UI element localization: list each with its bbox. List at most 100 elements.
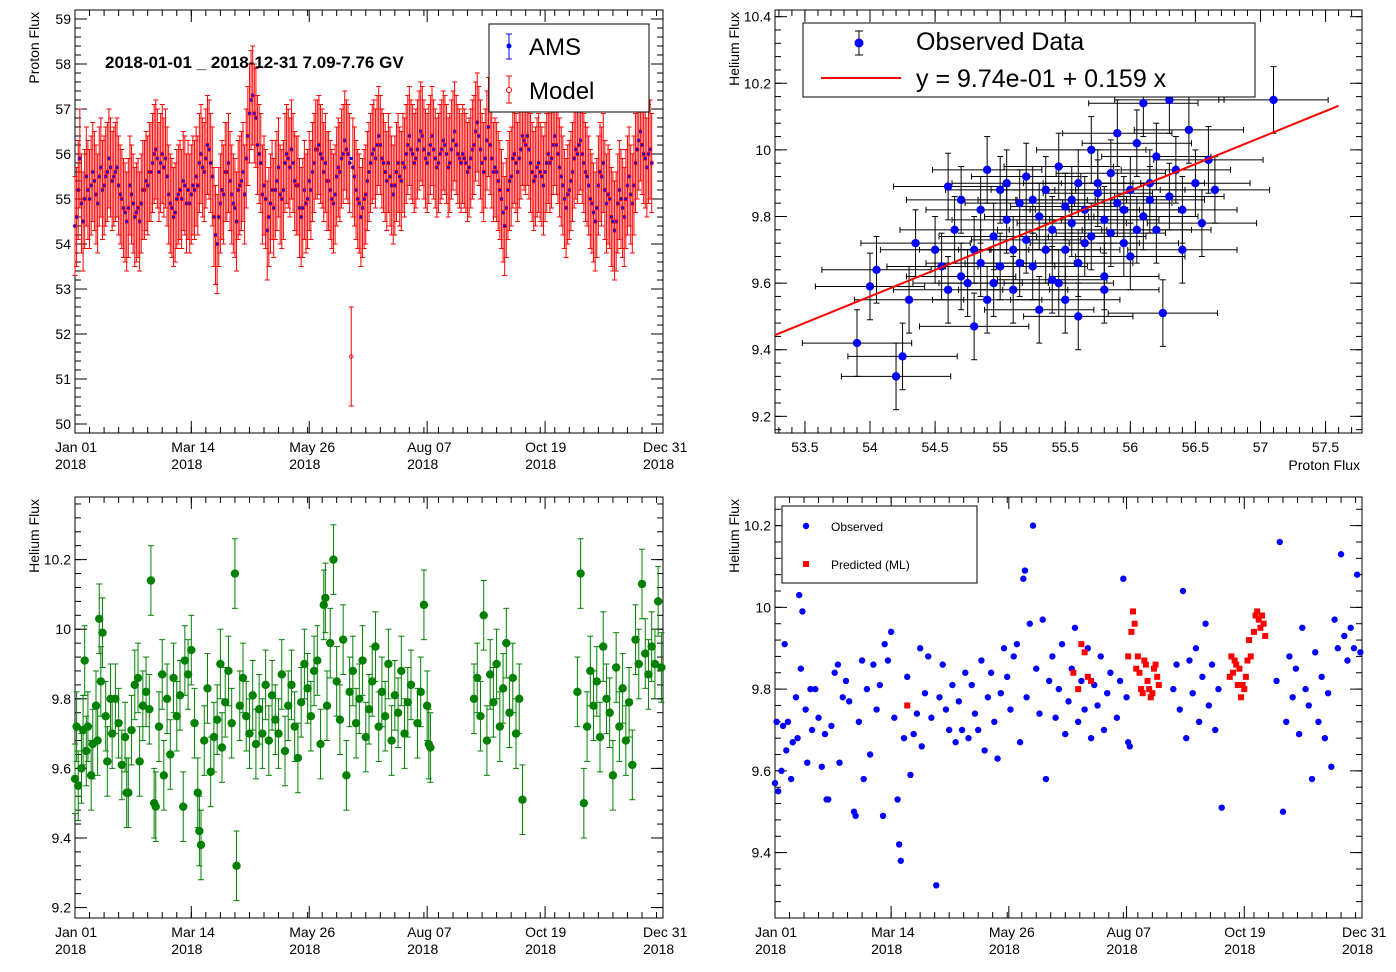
helium-point [169,673,178,683]
x-tick-year: 2018 [171,456,202,472]
model-point [465,169,470,175]
model-point [273,187,278,193]
observed-point [794,734,801,742]
legend: AMS Model [488,23,650,113]
observed-point [1013,640,1021,648]
model-point [151,151,157,157]
predicted-point [1229,669,1236,676]
ams-point [485,138,489,143]
model-point [349,354,354,359]
ams-point [123,210,127,215]
plot-frame [774,9,1363,434]
model-point [638,129,643,134]
model-point [617,187,622,193]
helium-point [277,670,286,679]
observed-point [836,759,843,766]
helium-point [242,711,251,721]
helium-point [502,638,511,648]
ams-point [188,201,192,206]
model-point [268,201,273,206]
observed-point [831,669,838,676]
ams-point [251,93,255,98]
model-point [604,201,609,206]
observed-point [1344,657,1351,664]
ams-point [420,134,424,138]
ams-point [150,161,155,165]
model-point [332,192,338,197]
observed-point [928,714,935,721]
x-tick-label: 56 [1123,439,1139,455]
helium-point [589,701,598,710]
predicted-point [1246,637,1253,644]
ams-point [373,156,378,161]
model-point [129,192,134,197]
ams-point [612,228,617,233]
ams-point [617,188,621,192]
helium-point [154,722,164,731]
observed-point [1126,252,1135,261]
ams-point [133,215,137,219]
ams-point [583,170,588,174]
helium-point [422,701,432,710]
observed-point [984,694,992,701]
ams-point [645,165,649,170]
observed-point [870,661,877,668]
x-tick-label: 55.5 [1052,439,1079,455]
model-point [395,160,401,166]
ams-point [475,120,479,125]
observed-point [910,730,917,738]
model-point [197,160,202,166]
model-point [421,147,427,152]
ams-point [367,170,371,174]
model-point [169,205,175,211]
model-point [347,160,352,166]
ams-point [546,152,550,156]
ams-point [554,143,558,147]
observed-point [898,352,907,361]
model-point [397,174,402,179]
predicted-point [1231,657,1238,664]
observed-point [1178,205,1187,215]
model-point [132,214,137,220]
ams-point [524,143,528,147]
observed-point [1097,653,1104,660]
ams-point [278,192,282,197]
model-point [366,169,372,175]
y-tick-label: 9.4 [752,845,772,861]
ams-point [427,152,431,156]
model-point [179,196,184,202]
ams-point [564,206,568,210]
model-point [116,183,121,188]
observed-point [1126,743,1133,750]
ams-point [591,210,596,215]
model-point [475,120,480,125]
ams-point [381,161,386,165]
observed-point [1165,192,1174,201]
model-point [210,174,215,179]
observed-point [1176,706,1183,713]
model-point [148,169,154,175]
model-point [126,205,131,211]
model-point [463,160,469,166]
ams-point [128,183,132,188]
helium-point [300,659,309,669]
model-point [479,160,485,166]
helium-point [258,729,267,738]
y-tick-label: 9.6 [752,275,772,291]
ams-point [461,152,465,156]
model-point [307,178,312,184]
y-tick-label: 10 [55,621,71,637]
ams-point [402,165,407,170]
helium-point [511,729,521,738]
helium-point [390,691,400,700]
ams-point [236,188,240,192]
observed-point [1074,718,1082,726]
legend-label-observed: Observed [831,520,883,534]
ams-point [104,174,108,179]
helium-point [127,725,136,735]
model-point [168,201,173,206]
ams-point [456,152,460,156]
predicted-point [1234,682,1241,689]
observed-point [1061,295,1070,304]
